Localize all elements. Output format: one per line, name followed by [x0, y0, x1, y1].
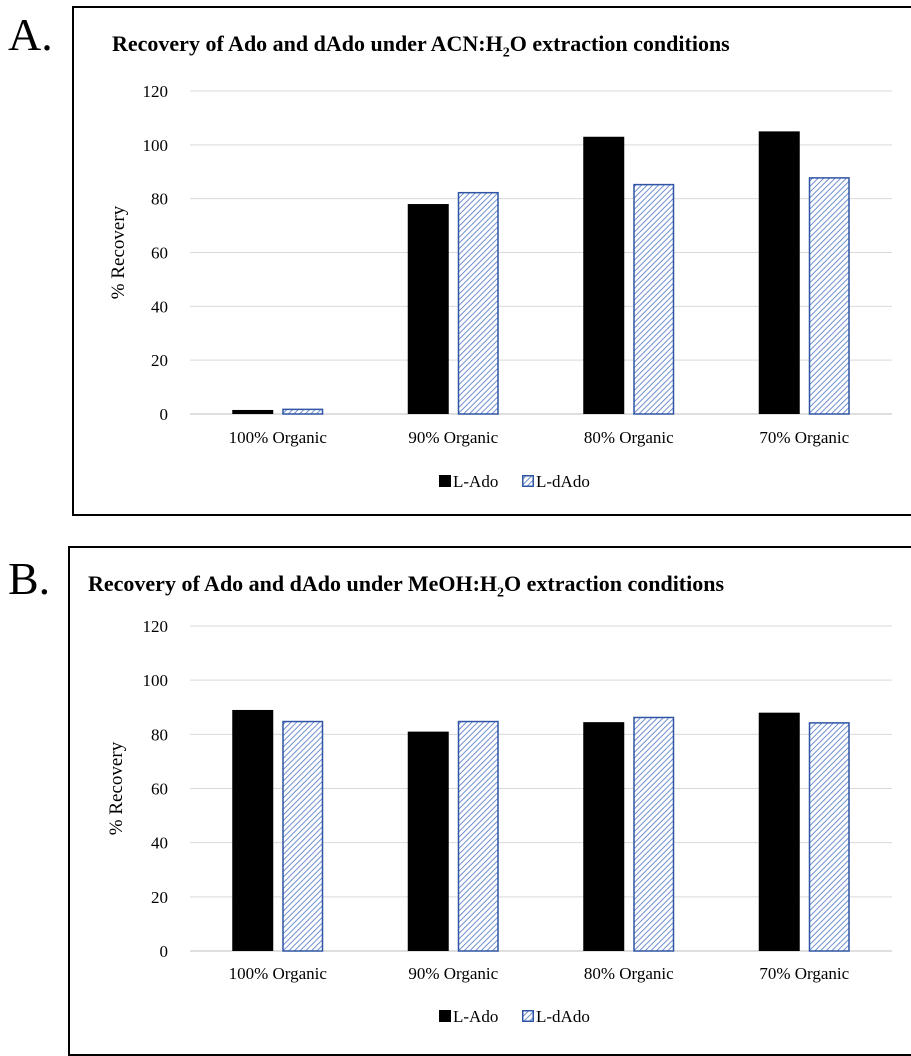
bar-b-l-dado-2: [633, 716, 675, 952]
x-tick-label-b-1: 90% Organic: [408, 964, 498, 983]
x-tick-label-b-2: 80% Organic: [584, 964, 674, 983]
y-tick-label-a-120: 120: [143, 82, 169, 101]
y-tick-label-b-120: 120: [143, 617, 169, 636]
chart-title-b: Recovery of Ado and dAdo under MeOH:H2O …: [70, 571, 911, 601]
y-tick-label-a-100: 100: [143, 136, 169, 155]
legend-label-b-l-ado: L-Ado: [453, 1007, 498, 1026]
bar-b-l-dado-1: [457, 720, 499, 952]
bar-a-l-ado-0: [232, 409, 274, 414]
x-tick-label-a-3: 70% Organic: [759, 428, 849, 447]
x-tick-label-a-1: 90% Organic: [408, 428, 498, 447]
legend-swatch-b-l-ado: [439, 1010, 451, 1022]
legend-swatch-a-l-ado: [439, 475, 451, 487]
x-tick-label-a-2: 80% Organic: [584, 428, 674, 447]
chart-title-b-main: Recovery of Ado and dAdo under MeOH:H: [88, 571, 498, 596]
legend-label-b-l-dado: L-dAdo: [536, 1007, 590, 1026]
chart-title-b-subscript: 2: [497, 585, 505, 601]
bar-b-l-ado-2: [583, 722, 625, 951]
y-axis-label-b: % Recovery: [106, 741, 127, 835]
bar-b-l-dado-0: [282, 720, 324, 952]
bar-a-l-dado-3: [808, 177, 850, 415]
y-tick-label-a-80: 80: [151, 190, 168, 209]
y-tick-label-b-0: 0: [160, 942, 169, 961]
x-tick-label-b-0: 100% Organic: [229, 964, 328, 983]
chart-title-a: Recovery of Ado and dAdo under ACN:H2O e…: [74, 31, 911, 61]
y-tick-label-b-40: 40: [151, 834, 168, 853]
panel-b-label: B.: [8, 553, 51, 604]
y-tick-label-a-40: 40: [151, 297, 168, 316]
bar-a-l-ado-3: [758, 131, 800, 414]
bar-b-l-ado-3: [758, 712, 800, 951]
bar-a-l-ado-2: [583, 136, 625, 414]
bar-a-l-dado-2: [633, 183, 675, 415]
panel-a-label: A.: [8, 9, 53, 60]
y-axis-label-a: % Recovery: [108, 205, 129, 299]
bar-a-l-ado-1: [407, 204, 449, 414]
bar-a-l-dado-0: [282, 408, 324, 415]
bar-b-l-ado-0: [232, 709, 274, 951]
y-tick-label-a-60: 60: [151, 244, 168, 263]
x-tick-label-a-0: 100% Organic: [229, 428, 328, 447]
y-tick-label-b-80: 80: [151, 725, 168, 744]
legend-swatch-a-l-dado: [522, 475, 534, 487]
chart-title-b-tail: O extraction conditions: [504, 571, 725, 596]
legend-swatch-b-l-dado: [522, 1010, 534, 1022]
bar-b-l-dado-3: [808, 722, 850, 952]
y-tick-label-b-100: 100: [143, 671, 169, 690]
chart-title-a-main: Recovery of Ado and dAdo under ACN:H: [112, 31, 503, 56]
bar-a-l-dado-1: [457, 191, 499, 415]
legend-label-a-l-ado: L-Ado: [453, 472, 498, 491]
chart-title-a-tail: O extraction conditions: [509, 31, 730, 56]
bar-b-l-ado-1: [407, 731, 449, 951]
chart-title-a-subscript: 2: [502, 45, 510, 61]
legend-label-a-l-dado: L-dAdo: [536, 472, 590, 491]
y-tick-label-b-60: 60: [151, 780, 168, 799]
x-tick-label-b-3: 70% Organic: [759, 964, 849, 983]
y-tick-label-b-20: 20: [151, 888, 168, 907]
y-tick-label-a-0: 0: [160, 405, 169, 424]
y-tick-label-a-20: 20: [151, 351, 168, 370]
